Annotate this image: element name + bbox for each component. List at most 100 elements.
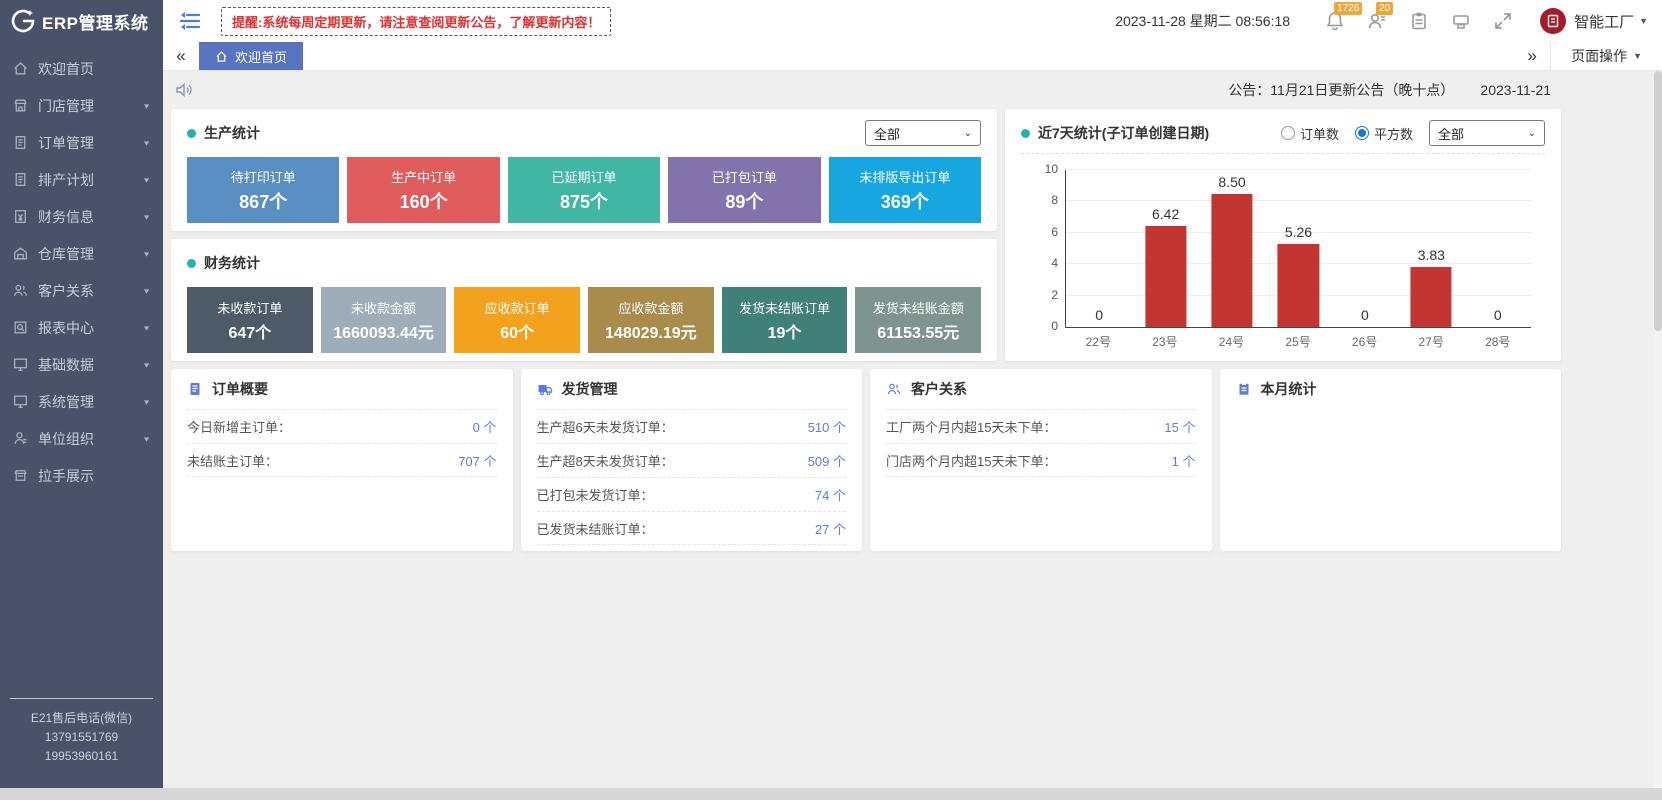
- chevron-down-icon: ▼: [142, 398, 151, 406]
- chevron-down-icon: ▼: [142, 176, 151, 184]
- chart-x-tick: 25号: [1265, 333, 1332, 350]
- top-header: 提醒:系统每周定期更新，请注意查阅更新公告，了解更新内容！ 2023-11-28…: [163, 0, 1662, 42]
- finance-cards: 未收款订单647个未收款金额1660093.44元应收款订单60个应收款金额14…: [187, 287, 981, 353]
- stat-card-value: 647个: [228, 319, 271, 343]
- summary-row[interactable]: 生产超8天未发货订单：509 个: [537, 443, 847, 477]
- production-card[interactable]: 未排版导出订单369个: [829, 157, 981, 223]
- sidebar-item-customer[interactable]: 客户关系▼: [0, 272, 163, 309]
- stat-card-label: 生产中订单: [391, 167, 456, 186]
- announcement-text[interactable]: 公告：11月21日更新公告（晚十点）: [1228, 80, 1454, 100]
- production-stats-title: 生产统计: [204, 123, 260, 143]
- summary-panel-title: 发货管理: [562, 379, 618, 399]
- finance-icon: [12, 208, 29, 225]
- chart-x-labels: 22号23号24号25号26号27号28号: [1065, 333, 1531, 350]
- chart-bar[interactable]: [1211, 194, 1252, 327]
- sidebar-item-schedule[interactable]: 排产计划▼: [0, 161, 163, 198]
- summary-panels-row: 订单概要今日新增主订单：0 个未结账主订单：707 个 发货管理生产超6天未发货订…: [171, 369, 1561, 551]
- tab-welcome-home[interactable]: 欢迎首页: [199, 42, 303, 70]
- print-icon[interactable]: [1451, 11, 1471, 31]
- production-card[interactable]: 已延期订单875个: [508, 157, 660, 223]
- finance-card[interactable]: 未收款金额1660093.44元: [321, 287, 447, 353]
- finance-card[interactable]: 发货未结账订单19个: [722, 287, 848, 353]
- sidebar-item-data[interactable]: 基础数据▼: [0, 346, 163, 383]
- summary-row[interactable]: 生产超6天未发货订单：510 个: [537, 409, 847, 443]
- summary-row-value: 510 个: [808, 417, 846, 436]
- system-reminder-banner[interactable]: 提醒:系统每周定期更新，请注意查阅更新公告，了解更新内容！: [221, 7, 611, 36]
- finance-card[interactable]: 应收款金额148029.19元: [588, 287, 714, 353]
- chart-y-tick: 6: [1030, 225, 1058, 239]
- summary-row[interactable]: 已发货未结账订单：27 个: [537, 511, 847, 545]
- chevron-down-icon: ▼: [142, 213, 151, 221]
- clipboard-icon[interactable]: [1409, 11, 1429, 31]
- chart-x-tick: 28号: [1464, 333, 1531, 350]
- sidebar-item-store[interactable]: 门店管理▼: [0, 87, 163, 124]
- sidebar-item-handle[interactable]: 拉手展示: [0, 457, 163, 494]
- sidebar-item-label: 报表中心: [38, 318, 94, 338]
- stat-card-label: 应收款订单: [485, 298, 550, 317]
- stat-card-value: 867个: [239, 188, 287, 214]
- collapse-menu-icon[interactable]: [179, 10, 201, 32]
- production-stats-panel: 生产统计 全部 ⌄ 待打印订单867个生产中订单160个已延期订单875个已打包…: [171, 109, 997, 231]
- production-cards: 待打印订单867个生产中订单160个已延期订单875个已打包订单89个未排版导出…: [187, 157, 981, 223]
- summary-panel-title: 订单概要: [212, 379, 268, 399]
- chart-filter-select[interactable]: 全部 ⌄: [1429, 120, 1545, 146]
- radio-circle-icon[interactable]: [1355, 126, 1369, 140]
- sidebar-item-system[interactable]: 系统管理▼: [0, 383, 163, 420]
- production-filter-select[interactable]: 全部 ⌄: [865, 120, 981, 146]
- chart-bar[interactable]: [1411, 267, 1452, 327]
- home-icon: [12, 60, 29, 77]
- sidebar-item-finance[interactable]: 财务信息▼: [0, 198, 163, 235]
- chart-y-tick: 10: [1030, 162, 1058, 176]
- summary-row[interactable]: 门店两个月内超15天未下单：1 个: [886, 443, 1196, 477]
- chevron-down-icon: ▼: [142, 250, 151, 258]
- vertical-scrollbar[interactable]: [1654, 71, 1662, 788]
- radio-circle-icon[interactable]: [1281, 126, 1295, 140]
- chart-plot: 024681006.428.505.2603.830: [1065, 170, 1531, 328]
- sidebar-item-report[interactable]: 报表中心▼: [0, 309, 163, 346]
- summary-panel-title: 本月统计: [1261, 379, 1317, 399]
- summary-panel-rows: 今日新增主订单：0 个未结账主订单：707 个: [187, 409, 497, 477]
- page-actions-dropdown[interactable]: 页面操作 ▼: [1550, 42, 1662, 70]
- sidebar-item-organization[interactable]: 单位组织▼: [0, 420, 163, 457]
- production-card[interactable]: 待打印订单867个: [187, 157, 339, 223]
- chart-bar[interactable]: [1145, 226, 1186, 327]
- user-avatar[interactable]: [1540, 8, 1566, 34]
- finance-card[interactable]: 发货未结账金额61153.55元: [855, 287, 981, 353]
- summary-row-value: 74 个: [815, 485, 846, 504]
- production-card[interactable]: 生产中订单160个: [347, 157, 499, 223]
- bell-icon[interactable]: 1726: [1325, 11, 1345, 31]
- summary-row[interactable]: 未结账主订单：707 个: [187, 443, 497, 477]
- contact-icon[interactable]: 20: [1367, 11, 1387, 31]
- scrollbar-thumb[interactable]: [1654, 71, 1662, 331]
- chevron-down-icon: ▼: [1639, 16, 1648, 26]
- summary-row-value: 509 个: [808, 451, 846, 470]
- stats-column: 生产统计 全部 ⌄ 待打印订单867个生产中订单160个已延期订单875个已打包…: [171, 109, 997, 361]
- tabs-scroll-left-icon[interactable]: «: [163, 42, 199, 70]
- tabs-scroll-right-icon[interactable]: »: [1514, 42, 1550, 70]
- sidebar-item-label: 拉手展示: [38, 466, 94, 486]
- finance-stats-title: 财务统计: [204, 253, 260, 273]
- summary-row[interactable]: 工厂两个月内超15天未下单：15 个: [886, 409, 1196, 443]
- sidebar-item-order[interactable]: 订单管理▼: [0, 124, 163, 161]
- chevron-down-icon: ⌄: [1528, 128, 1536, 139]
- production-card[interactable]: 已打包订单89个: [668, 157, 820, 223]
- finance-card[interactable]: 未收款订单647个: [187, 287, 313, 353]
- data-icon: [12, 356, 29, 373]
- summary-row[interactable]: 今日新增主订单：0 个: [187, 409, 497, 443]
- chart-y-tick: 8: [1030, 193, 1058, 207]
- chart-bar[interactable]: [1278, 244, 1319, 327]
- sidebar-item-warehouse[interactable]: 仓库管理▼: [0, 235, 163, 272]
- radio-平方数[interactable]: 平方数: [1355, 124, 1413, 143]
- logo-icon: [8, 6, 38, 36]
- tab-label: 欢迎首页: [235, 47, 287, 66]
- summary-panel-header: 发货管理: [537, 369, 847, 409]
- chart-filter-value: 全部: [1438, 124, 1464, 143]
- user-menu[interactable]: 智能工厂 ▼: [1574, 11, 1648, 32]
- fullscreen-icon[interactable]: [1493, 11, 1513, 31]
- radio-订单数[interactable]: 订单数: [1281, 124, 1339, 143]
- finance-card[interactable]: 应收款订单60个: [454, 287, 580, 353]
- speaker-icon[interactable]: [175, 81, 193, 99]
- summary-row[interactable]: 已打包未发货订单：74 个: [537, 477, 847, 511]
- horizontal-scrollbar[interactable]: [0, 788, 1662, 800]
- sidebar-item-home[interactable]: 欢迎首页: [0, 50, 163, 87]
